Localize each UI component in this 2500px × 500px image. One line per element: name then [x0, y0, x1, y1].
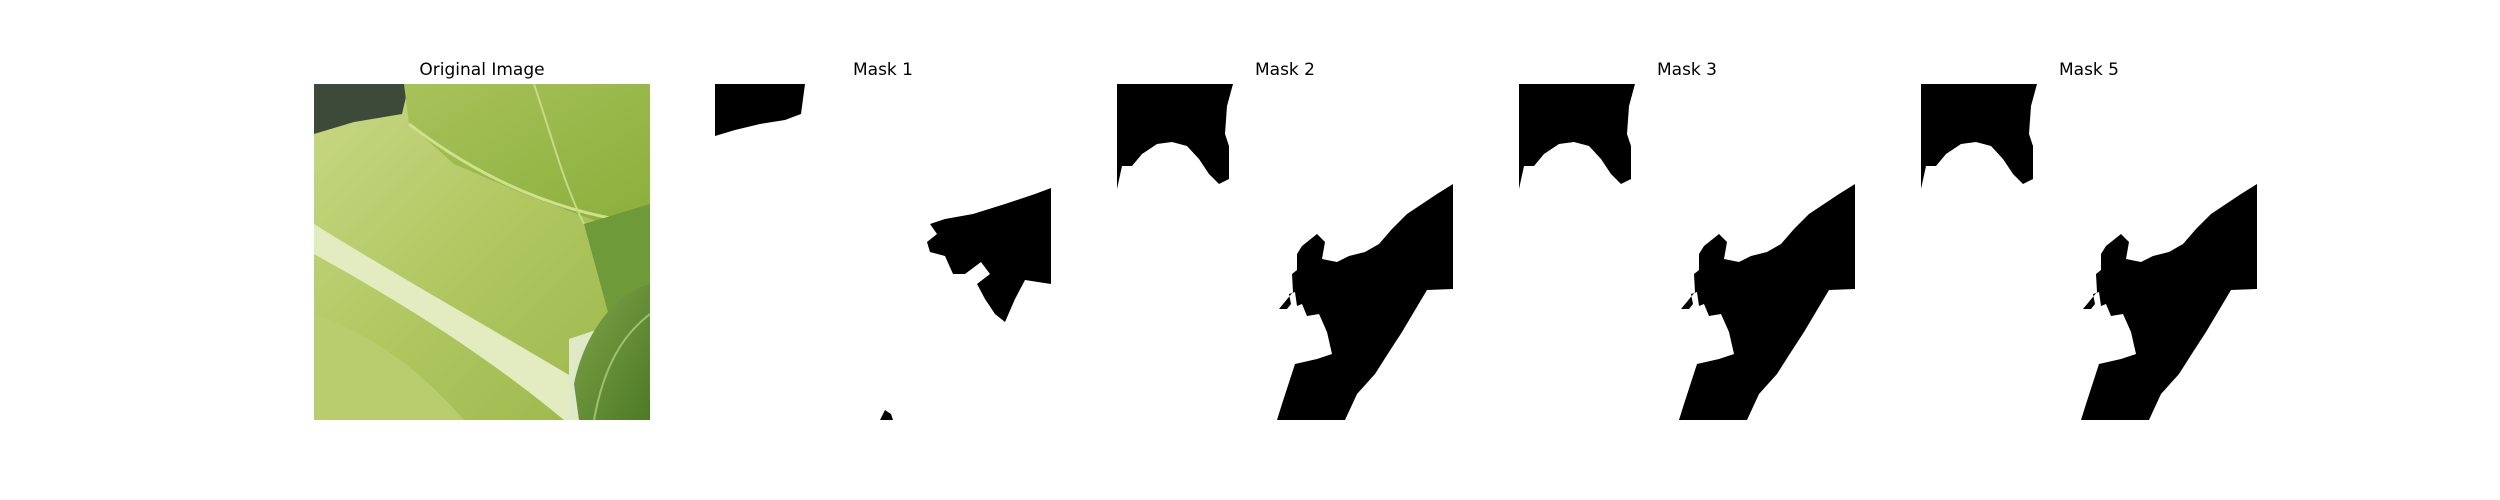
original-image-panel: [314, 84, 650, 420]
leaf-photo: [314, 84, 650, 420]
mask-2-image: [1117, 84, 1453, 420]
panel-title-mask-3: Mask 3: [1656, 60, 1717, 80]
panel-title-original-image: Original Image: [419, 60, 545, 80]
mask-3-panel: [1519, 84, 1855, 420]
mask-5-panel: [1921, 84, 2257, 420]
dark-leaf-vein: [593, 313, 650, 420]
lower-left-leaf: [314, 314, 464, 420]
white-midrib: [314, 224, 614, 420]
mask-2-region-top-left: [1117, 84, 1233, 189]
panel-title-mask-1: Mask 1: [852, 60, 913, 80]
panel-title-mask-5: Mask 5: [2058, 60, 2119, 80]
mask-1-image: [715, 84, 1051, 420]
upper-leaf-vein: [533, 84, 585, 225]
mask-5-region-right: [2081, 184, 2257, 420]
panel-title-mask-2: Mask 2: [1254, 60, 1315, 80]
mask-5-image: [1921, 84, 2257, 420]
mask-5-region-top-left: [1921, 84, 2037, 189]
dark-leaf-right: [574, 284, 650, 420]
mask-3-image: [1519, 84, 1855, 420]
mask-1-region-right: [927, 188, 1051, 322]
mask-3-region-right: [1679, 184, 1855, 420]
mask-3-region-top-left: [1519, 84, 1635, 189]
mask-2-region-right: [1277, 184, 1453, 420]
mask-2-panel: [1117, 84, 1453, 420]
mask-1-region-top-left: [715, 84, 805, 136]
upper-leaf: [404, 84, 650, 234]
dark-background-corner: [314, 84, 409, 134]
mask-1-panel: [715, 84, 1051, 420]
mask-1-region-bottom: [880, 410, 893, 420]
